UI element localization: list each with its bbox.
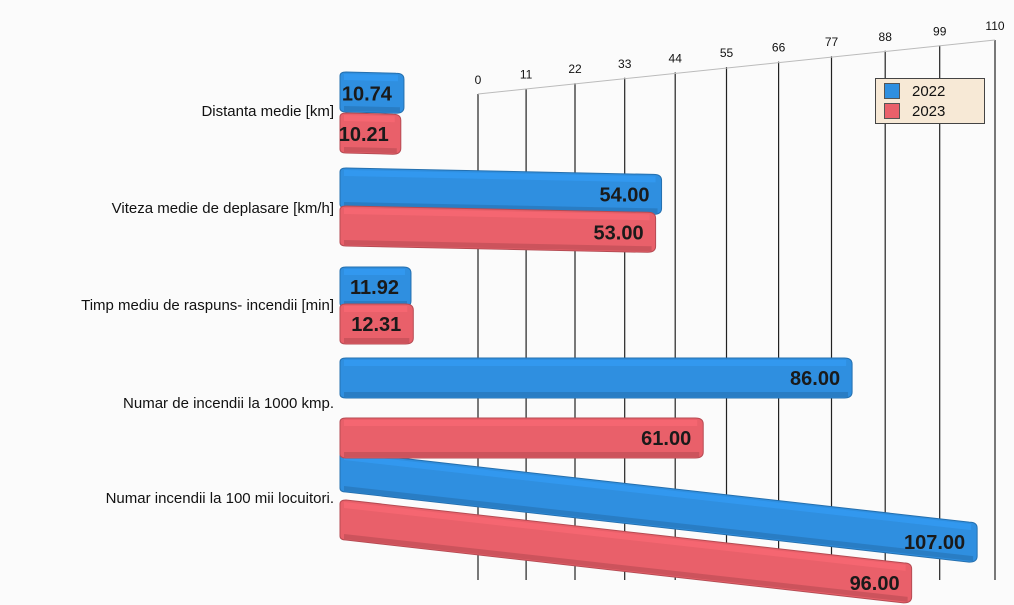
data-label: 61.00: [641, 428, 691, 450]
bar-highlight: [344, 420, 698, 426]
x-tick-label: 77: [825, 35, 839, 49]
legend-swatch: [884, 103, 900, 119]
legend-item: 2023: [884, 101, 976, 121]
bar-highlight: [344, 306, 408, 312]
bar-highlight: [344, 208, 650, 221]
bar: [339, 357, 853, 399]
x-tick-label: 99: [933, 24, 947, 38]
bar: [339, 71, 405, 114]
bar-shadow: [344, 106, 400, 113]
category-label: Timp mediu de raspuns- incendii [min]: [81, 297, 334, 314]
data-label: 10.21: [339, 124, 389, 146]
bar-shadow: [344, 338, 410, 343]
bar: [339, 417, 704, 459]
legend: 2022 2023: [875, 78, 985, 124]
category-label: Distanta medie [km]: [201, 103, 334, 120]
legend-label: 2022: [912, 82, 946, 100]
bar: [339, 303, 414, 345]
legend-item: 2022: [884, 81, 976, 101]
bar-highlight: [344, 269, 405, 275]
data-label: 10.74: [342, 83, 393, 105]
x-tick-label: 44: [669, 51, 683, 65]
category-label: Numar de incendii la 1000 kmp.: [123, 395, 334, 412]
bar-shadow: [344, 534, 908, 602]
x-tick-label: 11: [520, 68, 533, 82]
data-label: 53.00: [594, 222, 644, 244]
category-label: Numar incendii la 100 mii locuitori.: [105, 490, 334, 507]
data-label: 96.00: [850, 573, 900, 595]
bar: [339, 112, 402, 155]
bar-shadow: [344, 392, 849, 397]
category-label: Viteza medie de deplasare [km/h]: [111, 200, 334, 217]
legend-swatch: [884, 83, 900, 99]
x-tick-label: 33: [618, 57, 632, 71]
x-tick-label: 110: [985, 19, 1004, 33]
bar-highlight: [344, 170, 656, 183]
back-wall-edge: [477, 39, 996, 95]
x-tick-label: 22: [568, 62, 582, 76]
x-tick-label: 88: [879, 30, 893, 44]
data-label: 11.92: [350, 277, 399, 299]
bar-shadow: [344, 452, 700, 457]
bar-highlight: [344, 115, 395, 123]
data-label: 12.31: [351, 314, 401, 336]
x-tick-label: 55: [720, 46, 734, 60]
bar-highlight: [344, 74, 398, 82]
x-tick-label: 0: [475, 73, 482, 87]
legend-label: 2023: [912, 102, 946, 120]
data-label: 54.00: [599, 184, 649, 206]
data-label: 107.00: [904, 532, 965, 554]
bar: [339, 499, 913, 604]
bar-shadow: [344, 147, 397, 154]
bar-highlight: [344, 502, 906, 571]
bar-highlight: [344, 360, 847, 366]
bar-highlight: [344, 454, 972, 531]
bar-shadow: [344, 486, 974, 562]
data-label: 86.00: [790, 368, 840, 390]
bar-shadow: [344, 240, 652, 252]
x-tick-label: 66: [772, 41, 786, 55]
